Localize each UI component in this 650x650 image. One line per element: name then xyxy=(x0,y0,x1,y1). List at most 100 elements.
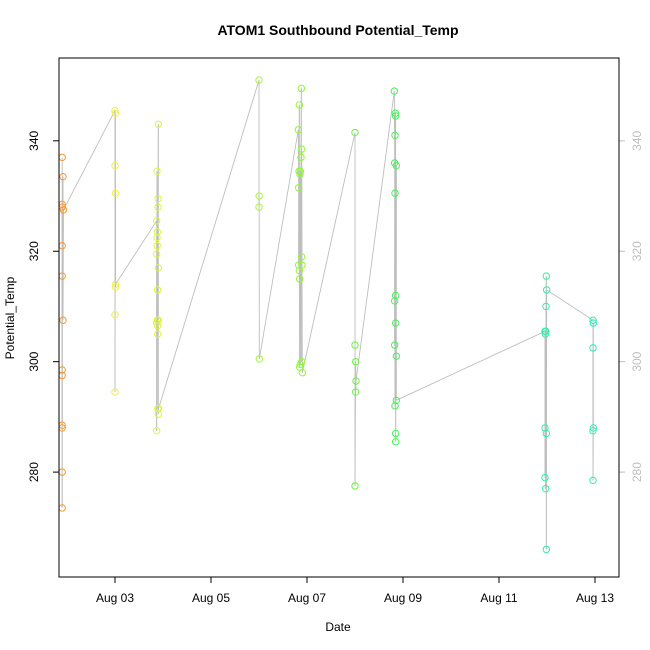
data-point xyxy=(391,109,400,117)
data-point xyxy=(153,286,162,294)
data-point xyxy=(541,327,550,335)
data-point xyxy=(391,438,400,446)
data-point xyxy=(255,355,264,363)
connector-line xyxy=(158,79,260,409)
data-point xyxy=(153,322,162,330)
data-point xyxy=(352,377,360,385)
data-point xyxy=(297,153,305,162)
data-point xyxy=(111,311,119,319)
data-point xyxy=(154,316,163,324)
data-point xyxy=(542,545,551,554)
data-point xyxy=(390,341,399,349)
x-tick-label: Aug 05 xyxy=(192,591,230,605)
data-point xyxy=(298,261,306,269)
data-point xyxy=(392,396,401,405)
x-tick-label: Aug 13 xyxy=(576,591,614,605)
data-point xyxy=(589,426,597,435)
data-point xyxy=(296,170,304,178)
data-point xyxy=(111,280,120,289)
y-tick-label: 340 xyxy=(27,130,41,150)
data-point xyxy=(154,404,163,413)
data-point xyxy=(589,344,597,352)
data-point xyxy=(542,272,551,280)
connector-line xyxy=(258,129,299,359)
data-point xyxy=(391,189,399,197)
data-point xyxy=(296,167,305,175)
x-tick-label: Aug 07 xyxy=(288,591,326,605)
data-point xyxy=(391,402,399,410)
data-point xyxy=(153,228,162,236)
data-point xyxy=(390,297,399,305)
y-tick-label: 280 xyxy=(27,462,41,482)
data-point xyxy=(153,330,162,338)
data-point xyxy=(294,126,303,134)
x-tick-label: Aug 09 xyxy=(384,591,422,605)
right-y-tick-label: 320 xyxy=(630,241,644,261)
plot-frame xyxy=(58,57,620,578)
data-point xyxy=(153,242,161,250)
data-point xyxy=(390,87,399,95)
x-axis-label: Date xyxy=(325,620,351,634)
data-point xyxy=(541,424,549,432)
data-point xyxy=(391,319,400,327)
data-point xyxy=(297,357,306,366)
connector-line xyxy=(63,110,116,211)
right-y-tick-label: 300 xyxy=(630,351,644,371)
data-point xyxy=(351,341,359,349)
data-point xyxy=(542,302,550,311)
data-point xyxy=(541,330,550,338)
data-point xyxy=(154,264,163,272)
connector-line xyxy=(62,209,64,321)
y-axis-label: Potential_Temp xyxy=(3,276,17,359)
data-point xyxy=(351,482,359,490)
data-point xyxy=(111,388,119,396)
data-point xyxy=(111,189,120,197)
data-point xyxy=(351,388,360,396)
data-point xyxy=(294,184,303,192)
data-point xyxy=(392,352,401,360)
connector-line xyxy=(546,289,594,321)
data-point xyxy=(153,167,161,175)
data-point xyxy=(391,131,399,140)
data-point xyxy=(589,319,598,327)
connector-line xyxy=(115,220,158,285)
x-tick-label: Aug 03 xyxy=(96,591,134,605)
data-point xyxy=(589,424,598,432)
data-point xyxy=(295,101,304,109)
data-point xyxy=(255,192,263,200)
data-point xyxy=(111,106,119,115)
right-y-tick-label: 340 xyxy=(630,130,644,150)
data-point xyxy=(154,203,162,211)
data-points xyxy=(58,76,598,554)
data-point xyxy=(154,195,162,203)
data-point xyxy=(391,112,400,120)
chart-title: ATOM1 Southbound Potential_Temp xyxy=(217,22,458,38)
data-point xyxy=(255,76,263,84)
data-point xyxy=(391,429,400,438)
data-point xyxy=(541,484,550,493)
y-tick-label: 300 xyxy=(27,351,41,371)
data-point xyxy=(589,476,597,485)
data-point xyxy=(351,128,359,137)
data-point xyxy=(351,357,360,366)
data-point xyxy=(542,286,551,294)
data-point xyxy=(392,161,401,170)
data-point xyxy=(294,261,303,269)
connector-line xyxy=(301,132,356,373)
data-point xyxy=(297,253,306,261)
data-point xyxy=(297,84,306,93)
data-point xyxy=(589,316,597,324)
data-point xyxy=(391,291,400,300)
data-point xyxy=(111,283,120,291)
data-point xyxy=(111,109,120,117)
data-point xyxy=(152,426,161,435)
right-y-tick-label: 280 xyxy=(630,462,644,482)
data-point xyxy=(154,120,163,128)
data-point xyxy=(111,161,119,170)
data-point xyxy=(154,410,163,418)
data-point xyxy=(542,429,551,438)
data-point xyxy=(541,473,549,482)
data-point xyxy=(295,275,304,283)
data-point xyxy=(59,316,67,324)
